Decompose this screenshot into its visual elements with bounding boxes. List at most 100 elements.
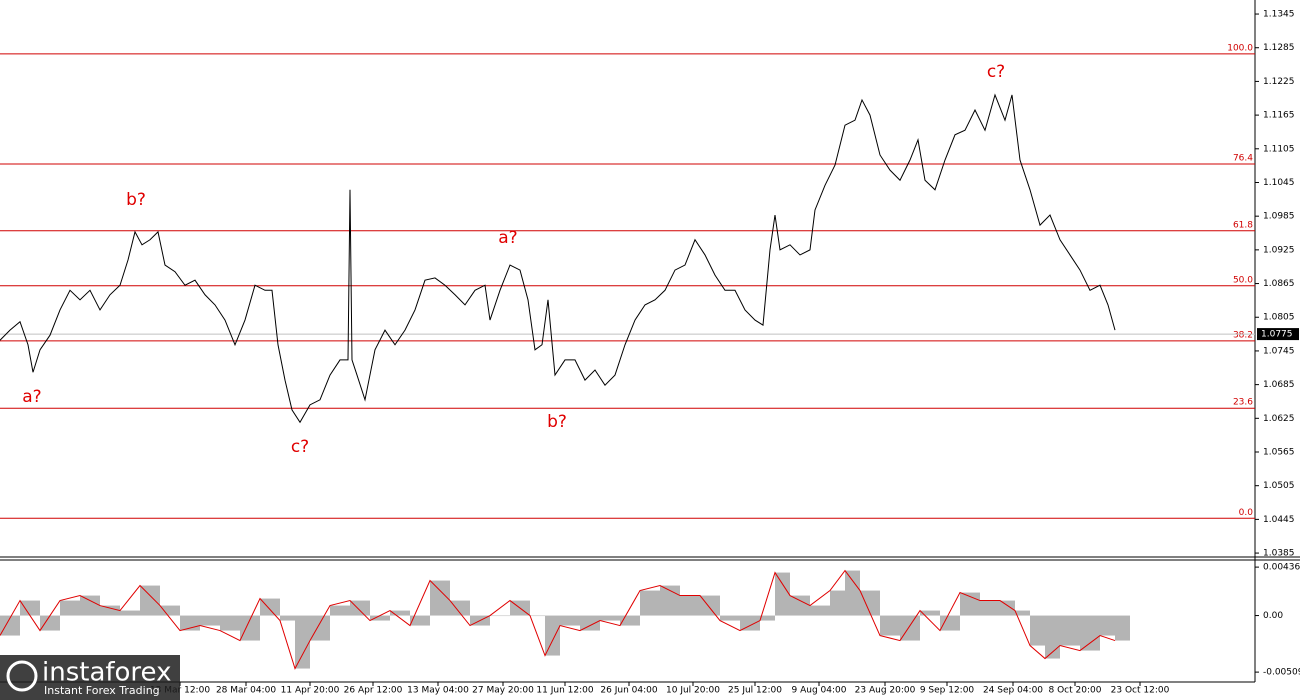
histogram-bar [545, 615, 560, 656]
histogram-bar [100, 605, 120, 616]
y-tick-label: 1.1225 [1263, 77, 1295, 87]
y-tick-label: 1.1105 [1263, 144, 1295, 154]
histogram-bar [1015, 610, 1030, 616]
x-tick-label: 23 Aug 20:00 [855, 686, 916, 696]
logo-tagline: Instant Forex Trading [44, 684, 160, 697]
fib-label: 76.4 [1233, 153, 1253, 163]
indicator-tick-label: -0.00509 [1263, 668, 1300, 678]
logo: instaforex Instant Forex Trading [0, 655, 180, 700]
plot: 1.1345 1.1285 1.1225 1.1165 1.1105 1.1045 1.09… [0, 10, 1300, 696]
histogram-bar [1060, 615, 1080, 646]
x-tick-label: 10 Jul 20:00 [666, 686, 720, 696]
y-tick-label: 1.0565 [1263, 448, 1295, 458]
y-tick-label: 1.1165 [1263, 111, 1295, 121]
histogram-bar [810, 605, 830, 616]
fib-label: 50.0 [1233, 275, 1253, 285]
histogram-bar [80, 595, 100, 616]
histogram-bar [20, 600, 40, 616]
histogram-bar [845, 570, 860, 616]
fib-label: 100.0 [1227, 43, 1253, 53]
histogram-bar [350, 600, 370, 616]
histogram-bar [160, 605, 180, 616]
fib-label: 23.6 [1233, 398, 1253, 408]
histogram-bar [830, 590, 845, 616]
histogram-bar [1030, 615, 1045, 646]
histogram-bar [1045, 615, 1060, 659]
histogram-bar [1080, 615, 1100, 651]
histogram-bar [740, 615, 760, 631]
y-tick-label: 1.1285 [1263, 43, 1295, 53]
x-tick-label: 13 May 04:00 [407, 686, 469, 696]
histogram-bar [620, 615, 640, 626]
logo-name: instaforex [42, 658, 171, 688]
x-tick-label: 24 Sep 04:00 [983, 686, 1043, 696]
histogram-bar [880, 615, 900, 636]
histogram-bar [1000, 600, 1015, 616]
histogram-bar [140, 585, 160, 616]
histogram-bar [410, 615, 430, 626]
histogram-bar [560, 615, 580, 626]
histogram-bar [200, 615, 220, 626]
y-tick-label: 1.0385 [1263, 549, 1295, 559]
logo-background [0, 655, 180, 700]
histogram-bar [40, 615, 60, 631]
wave-label: c? [987, 62, 1005, 82]
current-price-label: 1.0775 [1261, 330, 1293, 340]
indicator-tick-label: 0.00436 [1263, 563, 1300, 573]
histogram-bar [390, 610, 410, 616]
wave-label: b? [126, 190, 146, 210]
x-tick-label: 13 Mar 12:00 [150, 686, 210, 696]
y-tick-label: 1.0445 [1263, 515, 1295, 525]
wave-label: b? [547, 412, 567, 432]
histogram-bar [60, 600, 80, 616]
histogram-bar [600, 615, 620, 621]
y-tick-label: 1.0985 [1263, 212, 1295, 222]
logo-icon [6, 660, 38, 692]
histogram-bar [370, 615, 390, 621]
histogram-bar [680, 595, 700, 616]
histogram-bar [240, 615, 260, 641]
x-tick-label: 11 Apr 20:00 [281, 686, 340, 696]
y-tick-label: 1.0625 [1263, 414, 1295, 424]
x-tick-label: 26 Apr 12:00 [344, 686, 403, 696]
y-tick-label: 1.0685 [1263, 380, 1295, 390]
x-tick-label: 9 Aug 04:00 [792, 686, 847, 696]
indicator-tick-label: 0.00 [1263, 611, 1283, 621]
histogram-bar [280, 615, 295, 621]
y-tick-label: 1.0745 [1263, 346, 1295, 356]
histogram-bar [775, 572, 790, 616]
histogram-bar [1100, 615, 1115, 636]
histogram-bar [490, 615, 510, 617]
wave-label: c? [291, 437, 309, 457]
histogram-bar [530, 615, 545, 617]
x-tick-label: 28 Mar 04:00 [216, 686, 276, 696]
x-tick-label: 27 May 20:00 [472, 686, 534, 696]
y-tick-label: 1.1345 [1263, 10, 1295, 20]
histogram-bar [920, 610, 940, 616]
x-tick-label: 23 Oct 12:00 [1111, 686, 1170, 696]
histogram-bar [960, 592, 980, 616]
y-tick-label: 1.0805 [1263, 313, 1295, 323]
histogram-bar [790, 595, 810, 616]
histogram-bar [120, 610, 140, 616]
y-tick-label: 1.0505 [1263, 481, 1295, 491]
histogram-bar [330, 605, 350, 616]
y-tick-label: 1.1045 [1263, 178, 1295, 188]
histogram-bar [580, 615, 600, 631]
histogram-bar [295, 615, 310, 669]
wave-label: a? [22, 387, 41, 407]
wave-label: a? [498, 228, 517, 248]
x-tick-label: 8 Oct 20:00 [1049, 686, 1102, 696]
histogram-bar [0, 615, 20, 636]
histogram-bar [900, 615, 920, 641]
histogram-bar [720, 615, 740, 621]
histogram-bar [640, 590, 660, 616]
histogram-bar [760, 615, 775, 621]
fib-label: 61.8 [1233, 220, 1253, 230]
fib-label: 0.0 [1239, 508, 1254, 518]
histogram-bar [700, 595, 720, 616]
histogram-bar [430, 580, 450, 616]
histogram-bar [260, 598, 280, 616]
